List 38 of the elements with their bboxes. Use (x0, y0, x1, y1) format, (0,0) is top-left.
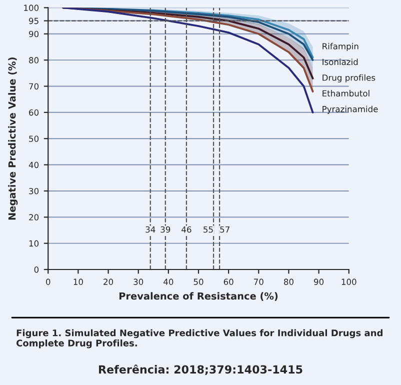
y-tick-label: 60 (29, 109, 39, 116)
ref-line-label: 39 (160, 226, 170, 233)
x-axis-title: Prevalence of Resistance (%) (119, 292, 278, 301)
y-tick-label: 0 (34, 266, 39, 273)
y-tick-label: 80 (29, 57, 39, 64)
series-label: Drug profiles (322, 74, 376, 82)
y-axis-title: Negative Predictive Value (%) (8, 58, 18, 220)
x-tick-label: 70 (254, 278, 264, 285)
ref-line-label: 46 (182, 226, 192, 233)
text: Referência: 2018;379:1403-1415 (98, 364, 302, 376)
x-tick-label: 40 (164, 278, 174, 285)
line-series (62, 8, 314, 114)
series-label: Ethambutol (322, 90, 370, 97)
x-tick-label: 0 (46, 278, 50, 285)
x-tick-label: 90 (314, 278, 324, 285)
y-tick-label: 10 (29, 240, 39, 247)
series-label: Isoniazid (322, 58, 358, 66)
ref-line-label: 55 (204, 226, 213, 233)
y-tick-label: 40 (28, 162, 39, 168)
y-tick-label: 95 (29, 18, 38, 24)
y-tick-label: 20 (29, 214, 39, 220)
y-tick-label: 90 (29, 30, 39, 38)
y-tick-label: 30 (29, 188, 39, 194)
x-tick-label: 60 (224, 278, 234, 285)
y-tick-label: 70 (29, 83, 39, 90)
caption: Figure 1. Simulated Negative Predictive Values for Individual Drugs and Complete Drug Profiles. (16, 329, 382, 348)
x-tick-label: 50 (194, 278, 204, 285)
series-label: Rifampin (322, 42, 358, 52)
ref-line-label: 34 (146, 226, 156, 233)
series-label: Pyrazinamide (322, 106, 378, 114)
x-tick-label: 10 (74, 278, 83, 285)
y-tick-label: 100 (24, 4, 39, 11)
x-tick-label: 80 (284, 278, 294, 285)
ref-line-label: 57 (220, 226, 230, 233)
y-tick-label: 50 (29, 136, 39, 142)
x-tick-label: 100 (342, 278, 356, 285)
x-tick-label: 20 (104, 278, 114, 285)
x-tick-label: 30 (134, 278, 144, 285)
